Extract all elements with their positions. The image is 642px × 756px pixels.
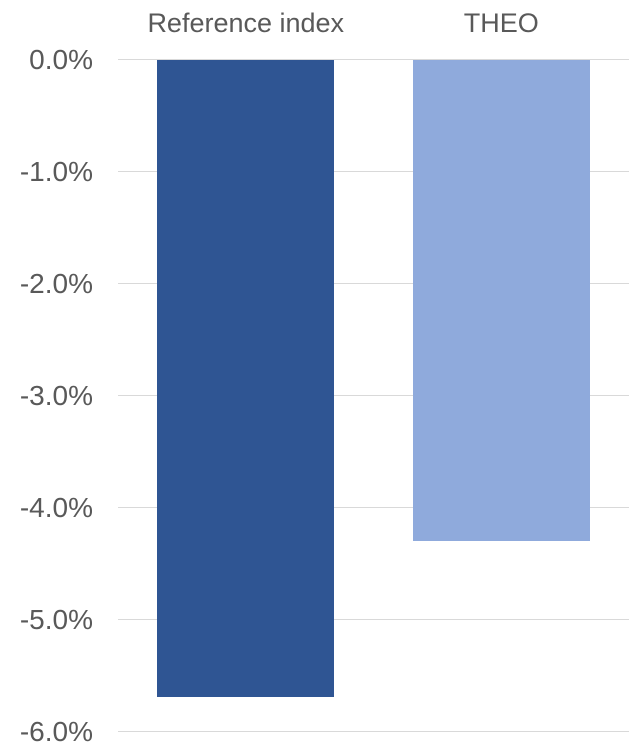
bar-reference-index <box>157 60 334 697</box>
gridline <box>118 619 629 620</box>
gridline <box>118 731 629 732</box>
y-axis-tick-label: 0.0% <box>29 44 93 75</box>
category-label-reference-index: Reference index <box>147 8 345 38</box>
gridline <box>118 507 629 508</box>
y-axis-tick-label: -6.0% <box>19 716 93 747</box>
gridline <box>118 395 629 396</box>
gridline <box>118 283 629 284</box>
gridline <box>118 171 629 172</box>
category-label-theo: THEO <box>463 8 539 38</box>
y-axis-tick-label: -3.0% <box>19 380 93 411</box>
y-axis-tick-label: -5.0% <box>19 604 93 635</box>
gridline <box>118 59 629 60</box>
y-axis-tick-label: -1.0% <box>19 156 93 187</box>
y-axis-tick-label: -2.0% <box>19 268 93 299</box>
y-axis-tick-label: -4.0% <box>19 492 93 523</box>
bar-theo <box>413 60 590 541</box>
